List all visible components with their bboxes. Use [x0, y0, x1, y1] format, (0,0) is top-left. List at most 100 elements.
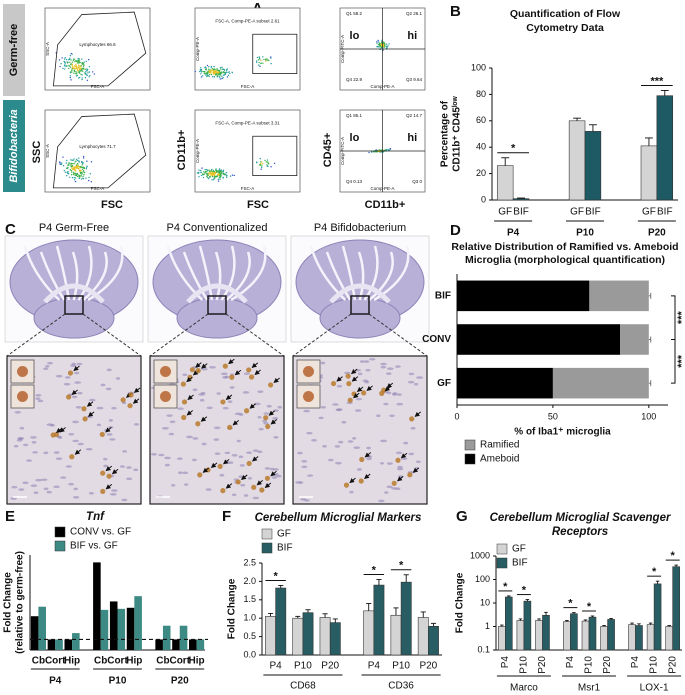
nucleus [224, 451, 231, 455]
nucleus [416, 460, 421, 464]
event-dot [380, 46, 382, 49]
event-dot [216, 175, 219, 177]
microglia [251, 484, 257, 490]
event-dot [231, 71, 233, 73]
event-dot [86, 74, 88, 77]
white-matter [186, 283, 248, 304]
event-dot [75, 160, 77, 162]
microglia [195, 421, 201, 427]
event-dot [219, 171, 221, 174]
event-dot [210, 170, 213, 172]
event-dot [70, 174, 73, 176]
event-dot [216, 75, 218, 77]
event-dot [219, 78, 221, 80]
nucleus [109, 438, 116, 441]
series-label: BIF [657, 207, 673, 218]
nucleus [369, 357, 376, 361]
x-tick-label: P20 [648, 228, 666, 239]
zoom-line [368, 313, 428, 357]
microglia [330, 380, 337, 387]
event-dot [72, 159, 74, 161]
quadrant-label: Q2 14.7 [406, 113, 423, 118]
nucleus [252, 496, 260, 500]
event-dot [69, 66, 72, 68]
event-dot [210, 73, 213, 76]
y-axis-label: CD45+ [322, 133, 334, 168]
nucleus [206, 406, 213, 410]
microglia [227, 424, 233, 430]
event-dot [80, 67, 82, 69]
bar [568, 120, 586, 201]
nucleus [257, 390, 264, 393]
nucleus [77, 442, 84, 446]
event-dot [220, 72, 222, 74]
event-dot [368, 151, 370, 154]
significance-label: * [273, 570, 278, 582]
nucleus [76, 362, 83, 366]
high-label: hi [407, 30, 417, 42]
bar [563, 621, 571, 651]
nucleus [37, 399, 44, 403]
nucleus [254, 402, 261, 406]
chart-title: Microglia (morphological quantification) [465, 254, 665, 266]
microglia [181, 414, 187, 421]
event-dot [67, 173, 70, 175]
x-tick-label: Cb [94, 656, 107, 667]
event-dot [71, 159, 73, 161]
x-tick-label: P20 [321, 661, 339, 672]
nucleus [60, 476, 67, 479]
bar [172, 639, 180, 650]
quadrant-label: Q3 0 [412, 179, 422, 184]
y-tick-label: 1.0 [243, 613, 256, 623]
group-label: P4 [49, 676, 62, 687]
nucleus [327, 458, 334, 462]
event-dot [200, 76, 203, 78]
fissure [82, 251, 108, 301]
microglia [195, 368, 201, 374]
event-dot [78, 71, 80, 73]
nucleus [396, 402, 404, 406]
event-dot [213, 76, 216, 78]
event-dot [229, 175, 232, 177]
nucleus [109, 492, 117, 496]
event-dot [208, 75, 210, 78]
arrow [356, 386, 364, 392]
x-tick-label: P10 [392, 661, 410, 672]
bar [302, 612, 314, 656]
significance-label: * [399, 560, 404, 572]
event-dot [81, 77, 83, 79]
gate-label: Lymphocytes 71.7 [79, 144, 116, 149]
event-dot [258, 56, 260, 58]
event-dot [266, 58, 268, 60]
nucleus [126, 466, 132, 469]
event-dot [273, 162, 276, 165]
event-dot [64, 62, 66, 64]
y-tick-label: 80 [476, 89, 486, 99]
x-tick-label: P20 [667, 656, 678, 674]
nucleus [65, 465, 72, 468]
event-dot [72, 167, 74, 169]
microglia [359, 456, 365, 463]
row-label-box [3, 4, 25, 96]
inner-x-label: FSC-A [91, 186, 105, 191]
event-dot [74, 168, 76, 171]
event-dot [66, 159, 68, 162]
nucleus [301, 459, 308, 463]
arrow [366, 385, 373, 391]
microglia [358, 478, 364, 484]
nucleus [263, 421, 269, 425]
nucleus [177, 407, 184, 410]
event-dot [214, 72, 216, 74]
event-dot [86, 68, 89, 71]
event-dot [373, 151, 375, 153]
bar [373, 584, 385, 656]
event-dot [263, 58, 265, 61]
significance-label: * [671, 550, 676, 562]
x-tick-label: P4 [368, 661, 381, 672]
event-dot [218, 176, 221, 179]
event-dot [376, 41, 378, 43]
event-dot [75, 63, 77, 65]
event-dot [382, 151, 385, 153]
nucleus [105, 387, 112, 391]
nucleus [380, 365, 387, 369]
